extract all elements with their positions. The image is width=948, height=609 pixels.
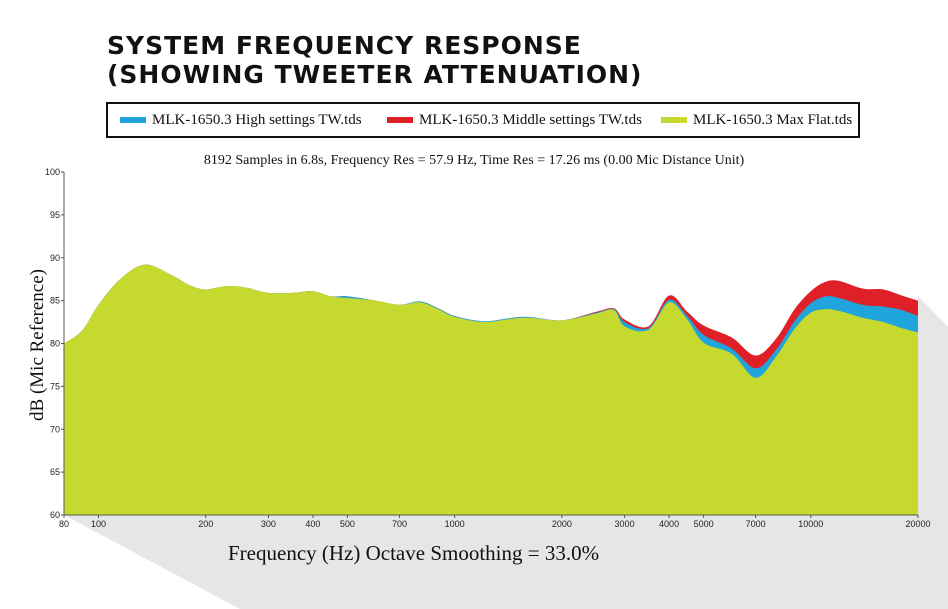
y-tick-label: 65 — [50, 467, 60, 477]
x-tick-label: 200 — [198, 519, 213, 529]
x-tick-label: 7000 — [746, 519, 766, 529]
legend-swatch-middle — [387, 117, 413, 123]
x-tick-label: 1000 — [445, 519, 465, 529]
legend-swatch-maxflat — [661, 117, 687, 123]
y-tick-label: 90 — [50, 253, 60, 263]
x-tick-label: 5000 — [694, 519, 714, 529]
x-tick-label: 100 — [91, 519, 106, 529]
x-tick-label: 700 — [392, 519, 407, 529]
y-tick-label: 70 — [50, 424, 60, 434]
x-tick-label: 80 — [59, 519, 69, 529]
x-tick-label: 4000 — [659, 519, 679, 529]
y-tick-label: 100 — [45, 167, 60, 177]
legend-item-high: MLK-1650.3 High settings TW.tds — [120, 104, 362, 136]
legend-item-maxflat: MLK-1650.3 Max Flat.tds — [661, 104, 852, 136]
y-tick-label: 85 — [50, 296, 60, 306]
legend-label-maxflat: MLK-1650.3 Max Flat.tds — [693, 111, 853, 128]
legend-label-high: MLK-1650.3 High settings TW.tds — [152, 111, 362, 128]
x-axis-label: Frequency (Hz) Octave Smoothing = 33.0% — [228, 541, 600, 565]
y-tick-label: 95 — [50, 210, 60, 220]
legend: MLK-1650.3 High settings TW.tds MLK-1650… — [106, 102, 860, 138]
legend-label-middle: MLK-1650.3 Middle settings TW.tds — [419, 111, 642, 128]
y-tick-label: 80 — [50, 339, 60, 349]
area-series-maxflat — [64, 264, 918, 515]
x-tick-label: 500 — [340, 519, 355, 529]
y-tick-label: 75 — [50, 381, 60, 391]
x-tick-label: 400 — [305, 519, 320, 529]
chart-title-line-1: SYSTEM FREQUENCY RESPONSE — [107, 31, 582, 60]
x-tick-label: 10000 — [798, 519, 823, 529]
chart-title-line-2: (SHOWING TWEETER ATTENUATION) — [107, 60, 643, 89]
legend-swatch-high — [120, 117, 146, 123]
x-tick-label: 2000 — [552, 519, 572, 529]
x-tick-label: 20000 — [905, 519, 930, 529]
legend-item-middle: MLK-1650.3 Middle settings TW.tds — [387, 104, 642, 136]
x-tick-label: 300 — [261, 519, 276, 529]
chart-subtitle: 8192 Samples in 6.8s, Frequency Res = 57… — [203, 153, 745, 168]
y-tick-label: 60 — [50, 510, 60, 520]
x-tick-label: 3000 — [615, 519, 635, 529]
